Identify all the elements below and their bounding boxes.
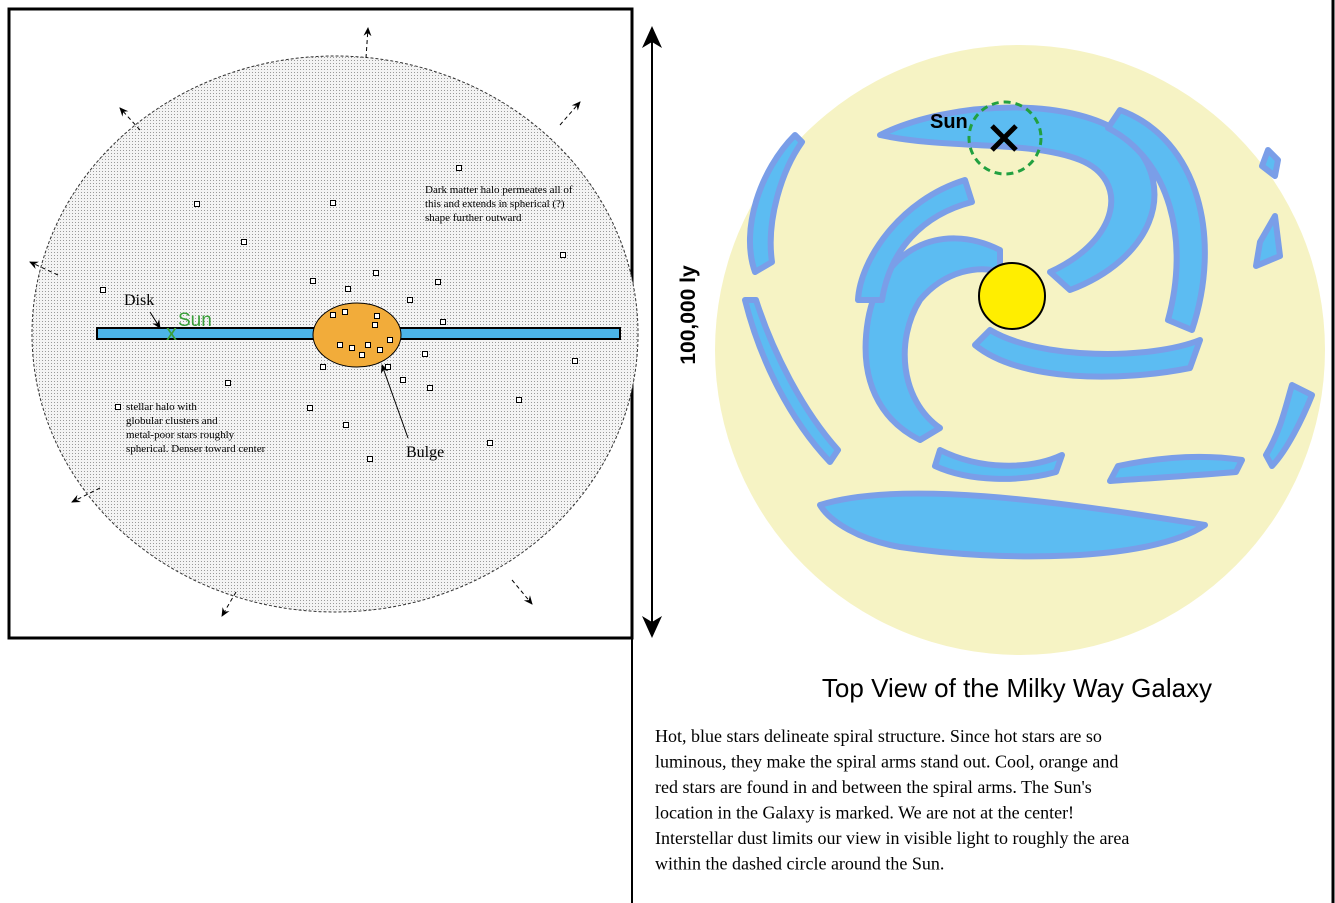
star (572, 358, 578, 364)
star (487, 440, 493, 446)
star (373, 270, 379, 276)
star (427, 385, 433, 391)
scale-label: 100,000 ly (677, 265, 700, 365)
star (320, 364, 326, 370)
galactic-center (978, 262, 1046, 330)
star (440, 319, 446, 325)
star (359, 352, 365, 358)
text-line: globular clusters and (126, 415, 218, 427)
halo-note: Dark matter halo permeates all of this an… (425, 184, 573, 224)
text-line: metal-poor stars roughly (126, 429, 235, 441)
star (560, 252, 566, 258)
bulge-pointer (380, 364, 409, 439)
star (307, 405, 313, 411)
star (377, 347, 383, 353)
star (225, 380, 231, 386)
sun-label: Sun (930, 111, 968, 133)
text-line: red stars are found in and between the s… (655, 777, 1092, 797)
star (194, 201, 200, 207)
star (310, 278, 316, 284)
arrow (119, 107, 141, 131)
title: Top View of the Milky Way Galaxy (822, 673, 1212, 703)
text-line: shape further outward (425, 212, 522, 224)
text-line: Dark matter halo permeates all of (425, 184, 573, 196)
star (343, 422, 349, 428)
star (337, 342, 343, 348)
expansion-arrows (29, 27, 581, 617)
bulge-label: Bulge (406, 444, 444, 461)
star (407, 297, 413, 303)
sun-position (990, 124, 1018, 152)
stellar-halo-note: stellar halo with globular clusters and me… (126, 401, 266, 455)
text-line: spherical. Denser toward center (126, 443, 266, 455)
arrow (221, 591, 237, 617)
star (435, 279, 441, 285)
star (330, 312, 336, 318)
bulge-stars (330, 309, 393, 358)
arrow (29, 261, 59, 276)
star (342, 309, 348, 315)
star (330, 200, 336, 206)
star (241, 239, 247, 245)
star (387, 337, 393, 343)
globular-clusters (100, 165, 578, 462)
star (456, 165, 462, 171)
text-line: location in the Galaxy is marked. We are… (655, 803, 1074, 823)
arrow (71, 487, 101, 503)
sun-label: Sun (178, 310, 212, 331)
sun-marker: x (166, 320, 177, 345)
text-line: stellar halo with (126, 401, 197, 413)
star (400, 377, 406, 383)
spiral-arms (742, 104, 1315, 560)
text-line: Hot, blue stars delineate spiral structu… (655, 726, 1102, 746)
text-line: Interstellar dust limits our view in vis… (655, 828, 1129, 848)
arrow (511, 579, 533, 605)
star (115, 404, 121, 410)
disk-label: Disk (124, 292, 154, 309)
star (345, 286, 351, 292)
star (367, 456, 373, 462)
star (422, 351, 428, 357)
visibility-circle (967, 100, 1043, 176)
star (385, 364, 391, 370)
star (372, 322, 378, 328)
star (374, 313, 380, 319)
star (516, 397, 522, 403)
description: Hot, blue stars delineate spiral structu… (655, 726, 1129, 874)
bulge (312, 302, 402, 368)
arrow (559, 101, 581, 126)
star (349, 345, 355, 351)
star (365, 342, 371, 348)
arrow (363, 27, 372, 59)
disk-pointer (149, 311, 161, 329)
text-line: this and extends in spherical (?) (425, 198, 565, 210)
text-line: within the dashed circle around the Sun. (655, 854, 944, 874)
star (100, 287, 106, 293)
text-line: luminous, they make the spiral arms stan… (655, 752, 1118, 772)
